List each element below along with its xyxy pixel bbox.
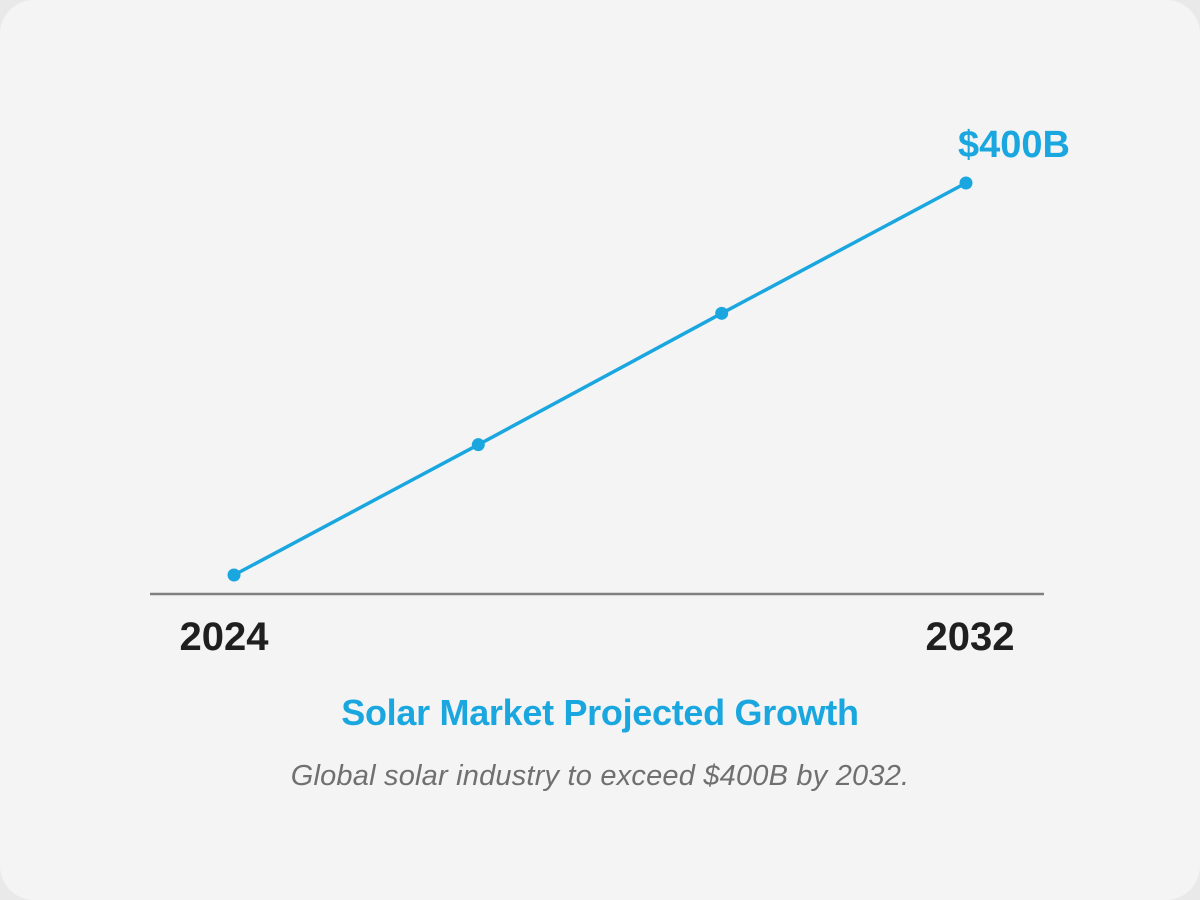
- chart-subtitle: Global solar industry to exceed $400B by…: [290, 760, 910, 792]
- chart-title: Solar Market Projected Growth: [341, 692, 859, 733]
- data-label-end: $400B: [958, 124, 1070, 166]
- data-point-4: [959, 176, 973, 190]
- data-point-1: [227, 568, 241, 582]
- x-tick-label-start: 2024: [180, 615, 270, 659]
- data-point-3: [715, 306, 729, 320]
- x-tick-label-end: 2032: [926, 615, 1015, 659]
- data-point-2: [471, 438, 485, 452]
- series-line: [232, 181, 968, 577]
